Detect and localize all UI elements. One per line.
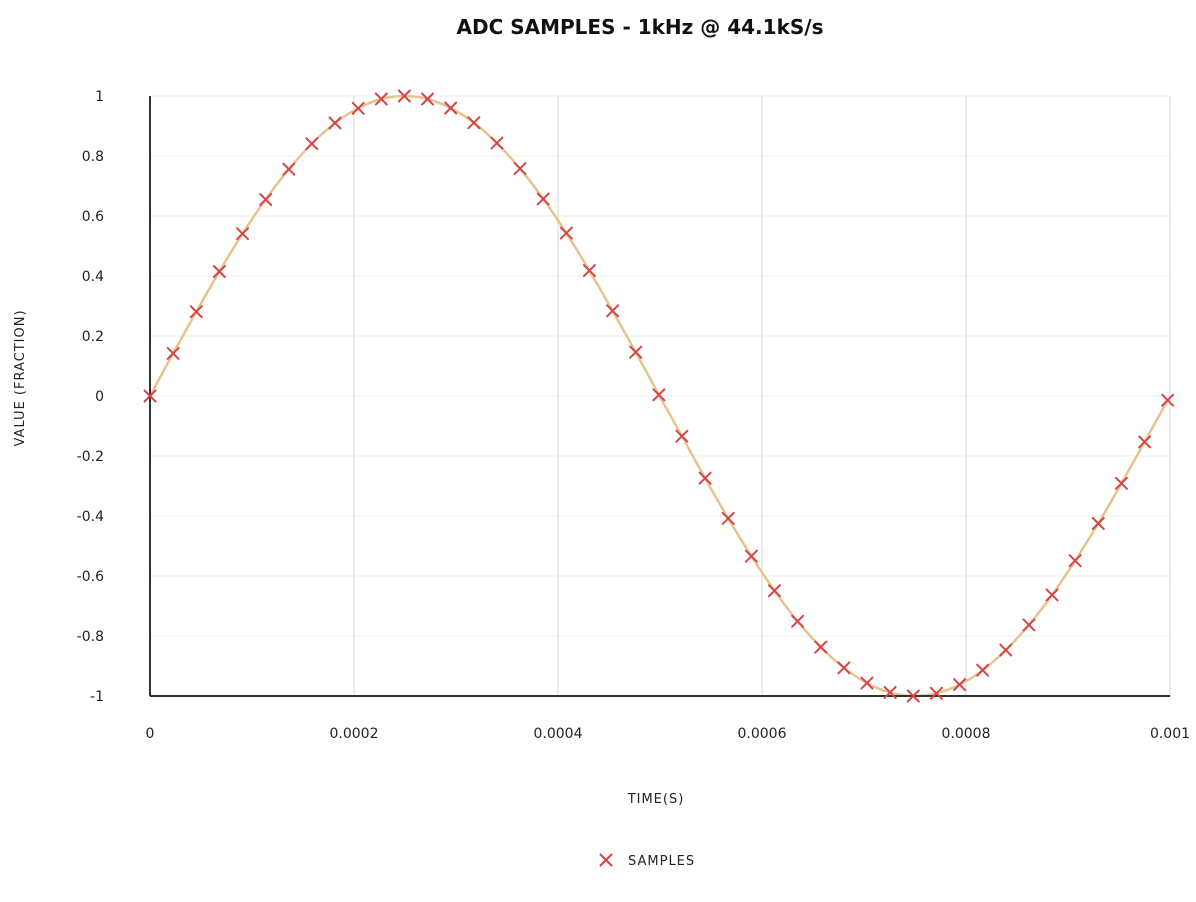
x-tick-label: 0.0004 [534, 726, 583, 742]
sample-marker [351, 101, 365, 115]
sample-marker [582, 264, 596, 278]
chart-title: ADC SAMPLES - 1kHz @ 44.1kS/s [457, 15, 824, 39]
x-tick-label: 0.0008 [942, 726, 991, 742]
y-tick-label: 0 [95, 389, 104, 405]
sample-marker [1161, 393, 1175, 407]
sample-marker [559, 226, 573, 240]
sample-marker [652, 388, 666, 402]
sample-marker [606, 304, 620, 318]
sample-marker [1045, 588, 1059, 602]
sample-marker [814, 640, 828, 654]
y-tick-label: -0.8 [77, 629, 104, 645]
sample-marker [421, 92, 435, 106]
sample-marker [860, 676, 874, 690]
sample-marker [397, 89, 411, 103]
sample-marker [374, 92, 388, 106]
tick-labels: 1 0.8 0.6 0.4 0.2 0 -0.2 -0.4 -0.6 -0.8 -1 0 0.0002 0… [77, 89, 1190, 742]
y-tick-label: 0.8 [82, 149, 104, 165]
sample-marker [305, 137, 319, 151]
y-tick-label: -1 [90, 689, 104, 705]
sample-marker [767, 584, 781, 598]
sample-marker [629, 345, 643, 359]
sample-marker [513, 162, 527, 176]
x-axis-label: TIME(S) [627, 792, 685, 807]
sample-marker [999, 643, 1013, 657]
sample-marker [236, 227, 250, 241]
sample-marker [906, 689, 920, 703]
sample-marker [1091, 517, 1105, 530]
sample-markers [143, 89, 1175, 703]
sample-marker [143, 389, 157, 403]
sample-marker [189, 305, 203, 319]
sample-marker [1022, 618, 1036, 632]
legend[interactable]: SAMPLES [599, 853, 696, 869]
sample-marker [259, 193, 273, 206]
sample-marker [675, 429, 689, 443]
sample-marker [1068, 554, 1082, 568]
sample-marker [744, 549, 758, 563]
y-tick-label: 0.4 [82, 269, 104, 285]
y-tick-label: -0.6 [77, 569, 104, 585]
legend-label: SAMPLES [628, 854, 695, 869]
y-tick-label: -0.4 [77, 509, 104, 525]
sample-marker [328, 116, 342, 130]
x-tick-label: 0 [146, 726, 155, 742]
sample-marker [490, 136, 504, 150]
y-tick-label: 0.6 [82, 209, 104, 225]
sample-marker [721, 511, 735, 525]
y-axis-label: VALUE (FRACTION) [13, 309, 28, 446]
sample-marker [929, 686, 943, 700]
sample-marker [536, 192, 550, 206]
sample-marker [791, 614, 805, 628]
sample-marker [467, 116, 481, 130]
sample-marker [1138, 435, 1152, 449]
y-tick-label: 0.2 [82, 329, 104, 345]
sample-marker [976, 663, 990, 677]
sample-marker [444, 101, 458, 115]
sample-marker [1114, 476, 1128, 490]
sample-marker [698, 471, 712, 485]
y-tick-label: -0.2 [77, 449, 104, 465]
sample-marker [837, 661, 851, 675]
sample-marker [953, 678, 967, 692]
x-tick-label: 0.001 [1150, 726, 1190, 742]
legend-marker-icon [599, 853, 613, 867]
y-tick-label: 1 [95, 89, 104, 105]
sample-marker [166, 346, 180, 360]
sample-marker [212, 265, 226, 278]
x-tick-label: 0.0002 [330, 726, 379, 742]
sample-marker [282, 162, 296, 176]
sample-marker [883, 685, 897, 699]
x-tick-label: 0.0006 [738, 726, 787, 742]
